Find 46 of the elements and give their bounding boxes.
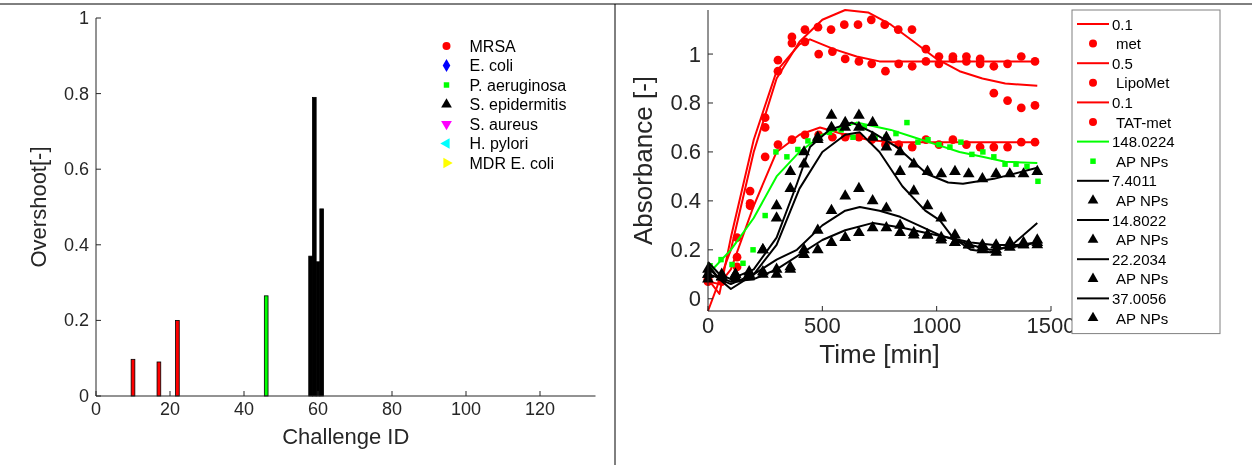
y-tick-label: 0.2 <box>670 237 701 263</box>
y-tick-label: 0 <box>688 286 701 312</box>
x-tick-label: 1000 <box>912 313 962 338</box>
legend-label: S. epidermitis <box>469 96 567 113</box>
y-tick-label: 0.6 <box>670 139 701 165</box>
legend-label: 0.1 <box>1112 15 1133 33</box>
legend-label: AP NPs <box>1116 191 1169 209</box>
y-tick-label: 1 <box>78 8 89 28</box>
x-tick-label: 100 <box>450 398 482 419</box>
legend-label: met <box>1116 35 1142 53</box>
x-axis-title: Time [min] <box>819 339 940 369</box>
legend-label: 37.0056 <box>1112 289 1167 307</box>
legend-label: TAT-met <box>1116 113 1173 131</box>
legend-label: E. coli <box>469 57 514 74</box>
y-tick-label: 0.4 <box>670 188 701 214</box>
y-tick-label: 0.2 <box>63 310 89 331</box>
legend-label: H. pylori <box>469 135 529 152</box>
x-axis-title: Challenge ID <box>282 424 410 449</box>
legend-label: 14.8022 <box>1112 211 1167 229</box>
x-tick-label: 40 <box>233 398 255 419</box>
y-tick-label: 1 <box>688 41 701 67</box>
x-tick-label: 20 <box>159 398 181 419</box>
x-tick-label: 60 <box>307 398 329 419</box>
legend-label: MDR E. coli <box>469 154 554 172</box>
legend-label: AP NPs <box>1116 152 1169 170</box>
x-tick-label: 120 <box>524 398 556 419</box>
legend-label: LipoMet <box>1116 74 1171 92</box>
legend-label: MRSA <box>469 37 517 55</box>
legend-label: P. aeruginosa <box>469 76 567 94</box>
x-tick-label: 80 <box>381 398 403 419</box>
y-tick-label: 0.8 <box>63 83 89 104</box>
legend-label: 0.5 <box>1112 54 1133 72</box>
legend-label: AP NPs <box>1116 270 1169 288</box>
y-axis-title: Absorbance [-] <box>628 75 658 246</box>
legend-label: 22.2034 <box>1112 250 1167 268</box>
y-tick-label: 0.6 <box>63 159 89 180</box>
legend-label: AP NPs <box>1116 309 1169 327</box>
legend-label: 7.4011 <box>1112 172 1157 190</box>
legend-label: AP NPs <box>1116 231 1169 249</box>
legend-label: 0.1 <box>1112 93 1133 111</box>
legend-label: 148.0224 <box>1112 133 1175 151</box>
y-tick-label: 0.8 <box>670 90 701 116</box>
legend-label: S. aureus <box>469 115 538 133</box>
x-tick-label: 500 <box>803 313 841 338</box>
y-axis-title: Overshoot[-] <box>26 146 51 268</box>
y-tick-label: 0.4 <box>63 234 89 255</box>
